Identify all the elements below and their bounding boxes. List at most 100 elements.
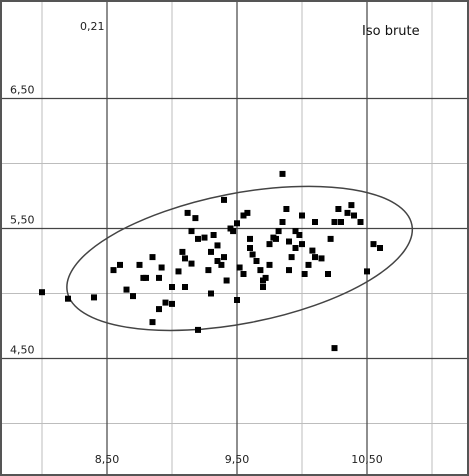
data-point bbox=[230, 228, 237, 235]
data-point bbox=[370, 241, 377, 248]
data-point bbox=[377, 245, 383, 251]
corner-label: 0,21 bbox=[80, 20, 105, 33]
data-point bbox=[357, 219, 364, 225]
data-point bbox=[208, 248, 214, 255]
data-point bbox=[210, 232, 217, 238]
data-point bbox=[192, 215, 199, 222]
data-point bbox=[182, 255, 188, 262]
data-point bbox=[195, 326, 201, 333]
data-point bbox=[312, 254, 318, 261]
data-point bbox=[39, 289, 45, 296]
data-point bbox=[195, 235, 201, 242]
data-point bbox=[169, 284, 175, 290]
x-tick-labels: 8,50 9,50 10,50 bbox=[95, 453, 383, 466]
confidence-ellipse bbox=[66, 185, 414, 332]
data-point bbox=[253, 258, 260, 264]
data-point bbox=[110, 267, 117, 274]
data-point bbox=[184, 209, 191, 216]
data-point bbox=[162, 299, 169, 306]
data-point bbox=[338, 219, 344, 225]
data-point bbox=[283, 206, 290, 212]
data-point bbox=[123, 286, 130, 293]
data-point bbox=[257, 267, 264, 274]
data-point bbox=[305, 261, 312, 268]
data-point bbox=[312, 219, 318, 225]
data-point bbox=[130, 293, 136, 300]
x-tick-label: 10,50 bbox=[351, 453, 383, 466]
data-point bbox=[182, 284, 188, 290]
data-point bbox=[117, 261, 123, 268]
data-point bbox=[266, 261, 273, 268]
data-point bbox=[223, 277, 230, 284]
data-point bbox=[201, 234, 208, 241]
data-point bbox=[169, 300, 175, 307]
data-point bbox=[296, 232, 303, 238]
data-point bbox=[236, 264, 243, 271]
data-point bbox=[234, 297, 240, 303]
data-point bbox=[344, 209, 351, 216]
chart-title: Iso brute bbox=[362, 24, 420, 39]
data-point bbox=[262, 274, 269, 281]
data-point bbox=[244, 209, 251, 216]
data-point bbox=[279, 219, 286, 225]
data-point bbox=[156, 274, 162, 281]
data-point bbox=[331, 219, 338, 225]
data-point bbox=[214, 242, 221, 249]
data-point bbox=[299, 212, 305, 219]
y-tick-labels: 6,50 5,50 4,50 bbox=[10, 84, 35, 357]
data-point bbox=[156, 306, 162, 313]
data-point bbox=[327, 235, 334, 242]
y-tick-label: 4,50 bbox=[10, 344, 35, 357]
data-point bbox=[286, 267, 292, 274]
data-point bbox=[288, 254, 295, 261]
data-point bbox=[335, 206, 342, 212]
y-tick-label: 6,50 bbox=[10, 84, 35, 97]
data-point bbox=[143, 274, 149, 281]
data-point bbox=[247, 235, 253, 242]
data-point bbox=[318, 255, 325, 262]
data-point bbox=[292, 228, 299, 235]
data-points bbox=[39, 170, 383, 352]
data-point bbox=[275, 228, 282, 235]
data-point bbox=[299, 241, 305, 248]
data-point bbox=[348, 202, 355, 209]
data-point bbox=[234, 220, 240, 227]
data-point bbox=[260, 284, 266, 290]
data-point bbox=[149, 319, 156, 326]
data-point bbox=[65, 295, 71, 302]
data-point bbox=[179, 248, 186, 255]
data-point bbox=[221, 196, 227, 203]
data-point bbox=[273, 235, 279, 242]
data-point bbox=[158, 264, 165, 271]
data-point bbox=[249, 251, 256, 258]
data-point bbox=[240, 271, 247, 277]
data-point bbox=[205, 267, 212, 274]
data-point bbox=[309, 247, 316, 254]
data-point bbox=[175, 268, 182, 275]
data-point bbox=[292, 245, 299, 251]
data-point bbox=[214, 258, 221, 264]
data-point bbox=[286, 238, 292, 245]
data-point bbox=[218, 261, 225, 268]
data-point bbox=[247, 245, 253, 251]
data-point bbox=[279, 170, 286, 177]
data-point bbox=[208, 290, 214, 297]
data-point bbox=[331, 345, 338, 352]
y-tick-label: 5,50 bbox=[10, 214, 35, 227]
data-point bbox=[301, 271, 308, 277]
data-point bbox=[188, 260, 195, 267]
x-tick-label: 8,50 bbox=[95, 453, 120, 466]
data-point bbox=[364, 268, 370, 275]
data-point bbox=[240, 212, 247, 219]
data-point bbox=[136, 261, 143, 268]
data-point bbox=[351, 212, 357, 219]
data-point bbox=[188, 228, 195, 235]
x-tick-label: 9,50 bbox=[225, 453, 250, 466]
data-point bbox=[221, 254, 227, 261]
data-point bbox=[149, 254, 156, 261]
data-point bbox=[266, 241, 273, 248]
